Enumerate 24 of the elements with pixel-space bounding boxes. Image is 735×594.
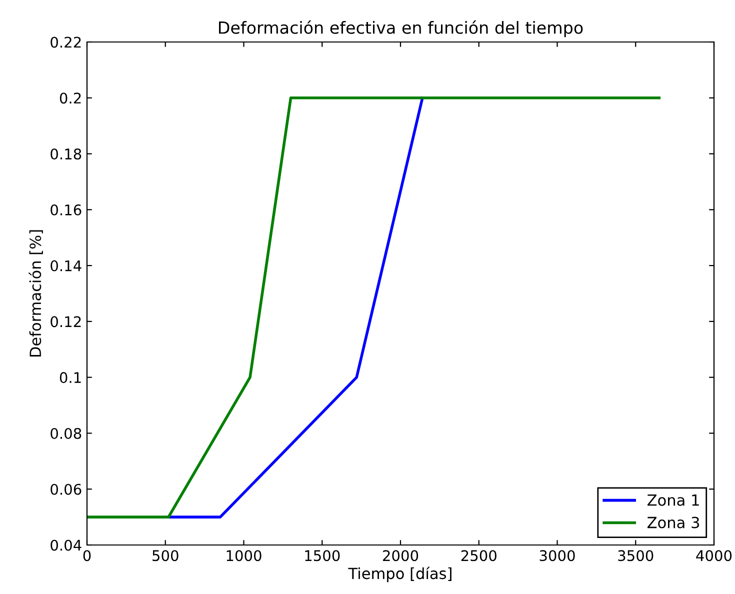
y-tick-label: 0.16 (50, 204, 82, 216)
chart-title: Deformación efectiva en función del tiempo (219, 20, 583, 38)
x-tick-label: 1000 (226, 550, 262, 562)
y-tick-label: 0.06 (50, 484, 82, 495)
x-tick-label: 3500 (618, 550, 654, 562)
y-axis-title: Deformación [%] (28, 230, 43, 357)
x-tick-label: 1500 (305, 550, 340, 562)
y-tick-label: 0.04 (50, 540, 82, 551)
y-tick-label: 0.12 (50, 316, 81, 328)
y-tick-label: 0.1 (60, 372, 81, 384)
y-tick-label: 0.22 (50, 36, 81, 48)
y-tick-label: 0.08 (50, 428, 82, 439)
y-tick-label: 0.18 (50, 148, 82, 160)
x-tick-label: 2500 (461, 550, 496, 562)
x-tick-label: 500 (152, 550, 178, 562)
x-axis-title: Tiempo [días] (348, 566, 452, 582)
x-tick-label: 3000 (540, 550, 575, 562)
legend-label: Zona 1 (648, 494, 699, 506)
x-tick-label: 2000 (383, 550, 418, 562)
legend-label: Zona 3 (648, 516, 700, 528)
y-tick-label: 0.2 (60, 92, 81, 104)
x-tick-label: 4000 (696, 550, 732, 562)
x-tick-label: 0 (83, 550, 91, 562)
y-tick-label: 0.14 (50, 260, 82, 272)
